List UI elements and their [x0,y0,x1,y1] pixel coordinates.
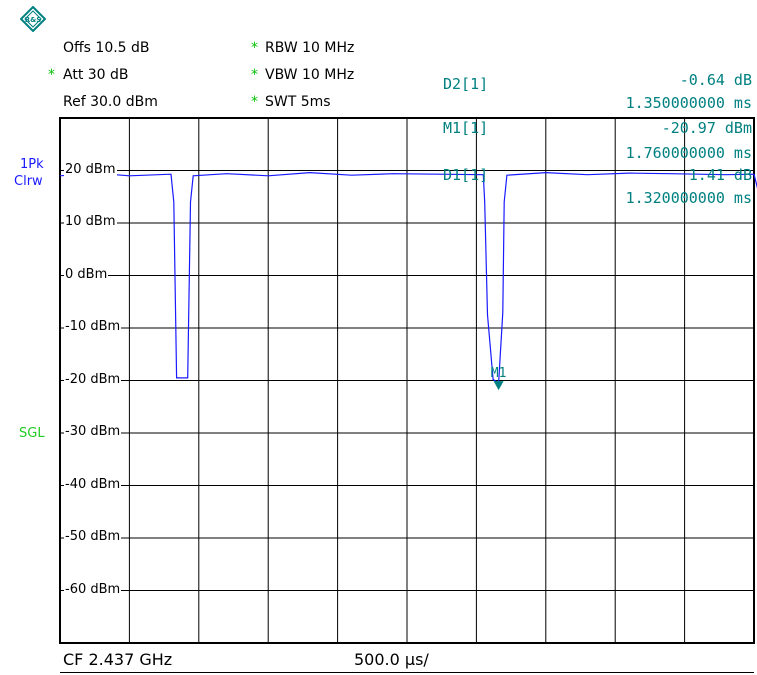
vbw-setting: VBW 10 MHz [265,67,355,83]
y-tick-label: 20 dBm [64,161,117,177]
vbw-star: * [251,67,258,83]
y-tick-label: -40 dBm [64,476,122,492]
d1-value: 1.41 dB [688,166,752,184]
detector-label: 1Pk [20,157,44,172]
y-tick-label: -50 dBm [64,529,122,544]
att-star: * [48,67,55,83]
trace-group [59,171,757,385]
rbw-star: * [251,40,258,56]
y-tick-label: -20 dBm [64,371,122,387]
marker-group: M1D1D2 [491,366,507,391]
grid-lines [59,117,755,644]
d2-value: -0.64 dB [679,71,752,89]
y-tick-label: -60 dBm [64,581,122,597]
d1-label: D1[1] [443,166,489,184]
offset-setting: Offs 10.5 dB [63,40,150,56]
sweep-time-setting: SWT 5ms [265,94,331,110]
footer-line [60,672,754,673]
d2-time: 1.350000000 ms [625,94,752,112]
logo-text: R&S [25,16,42,24]
center-frequency: CF 2.437 GHz [63,650,173,669]
time-per-division: 500.0 µs/ [354,650,429,669]
m1-value: -20.97 dBm [661,119,752,137]
sweep-mode-label: SGL [19,426,45,441]
m1-label: M1[1] [443,119,489,137]
marker-m1: M1 [491,366,507,391]
y-tick-label: -10 dBm [64,319,122,334]
y-tick-label: 10 dBm [64,214,117,229]
reference-level-setting: Ref 30.0 dBm [63,94,158,110]
trace-mode-label: Clrw [14,174,43,189]
rohde-schwarz-logo-icon: R&S [20,6,46,32]
attenuation-setting: Att 30 dB [63,67,129,83]
y-tick-label: 0 dBm [64,266,109,282]
marker-triangle [493,381,504,391]
y-tick-label: -30 dBm [64,424,122,439]
swt-star: * [251,94,258,110]
marker-label: M1 [491,366,507,381]
rbw-setting: RBW 10 MHz [265,40,355,56]
d1-time: 1.320000000 ms [625,189,752,207]
d2-label: D2[1] [443,75,489,93]
trace-line [59,171,757,385]
m1-time: 1.760000000 ms [625,144,752,162]
